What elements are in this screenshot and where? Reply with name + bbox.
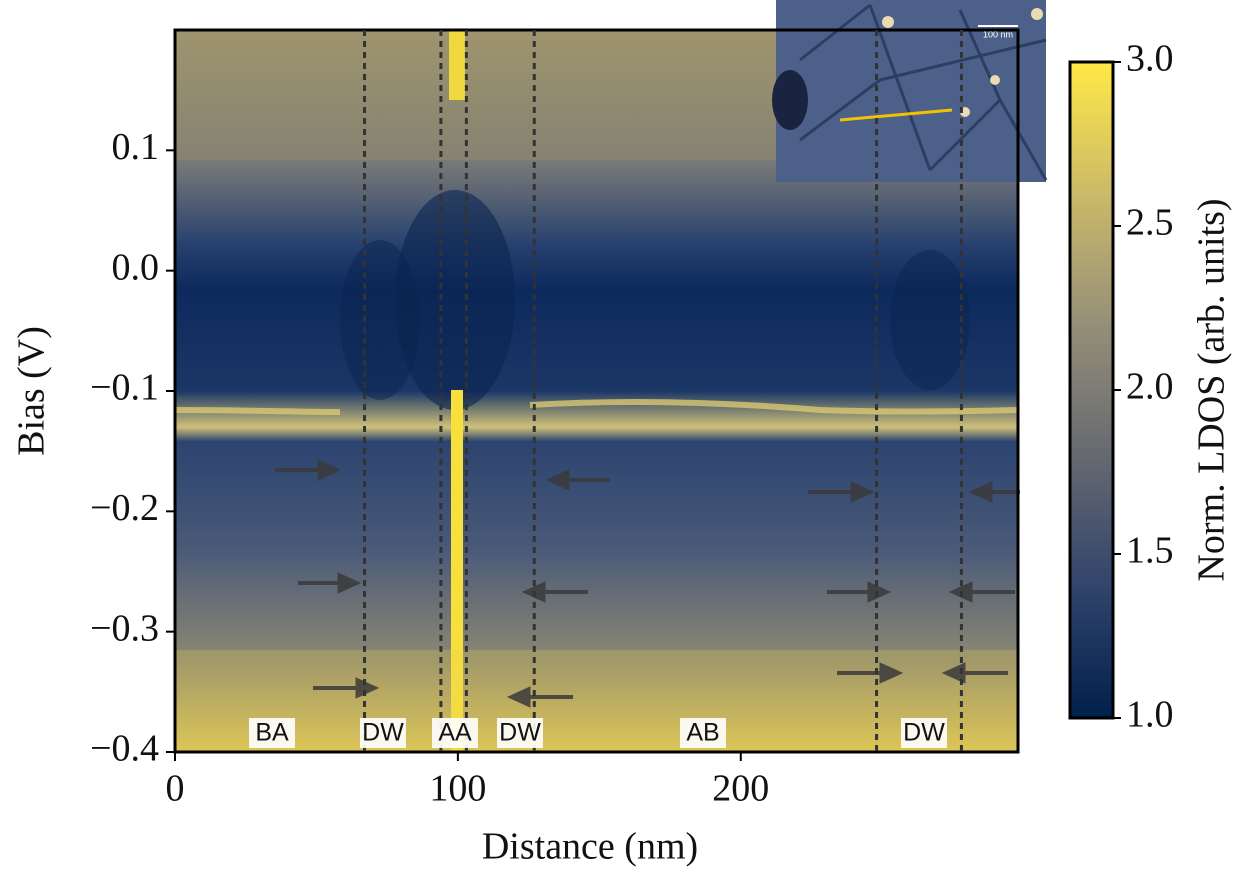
arrow-head — [545, 469, 570, 491]
region-label: AB — [686, 719, 719, 747]
y-tick-label: −0.3 — [90, 607, 159, 649]
region-label: BA — [255, 719, 289, 747]
arrow-head — [867, 581, 892, 603]
x-axis-label: Distance (nm) — [482, 826, 698, 868]
region-label-box — [901, 718, 947, 748]
colorbar-tick-label: 2.0 — [1126, 366, 1174, 408]
scale-bar-label: 100 nm — [983, 29, 1013, 39]
arrow-head — [941, 662, 966, 684]
inset-features — [772, 3, 1048, 181]
y-axis-label: Bias (V) — [11, 326, 53, 456]
region-label-box — [432, 718, 478, 748]
arrow-head — [506, 686, 531, 708]
region-label: DW — [903, 719, 945, 747]
x-tick-label: 100 — [429, 768, 486, 810]
region-label-box — [497, 718, 543, 748]
arrow-head — [968, 481, 993, 503]
y-tick-label: 0.0 — [112, 246, 160, 288]
y-tick-label: −0.1 — [90, 367, 159, 409]
region-label-box — [680, 718, 726, 748]
region-label-box — [249, 718, 295, 748]
arrow-head — [337, 572, 362, 594]
colorbar-tick-label: 2.5 — [1126, 202, 1174, 244]
x-tick-label: 200 — [712, 768, 769, 810]
colorbar-label: Norm. LDOS (arb. units) — [1191, 198, 1233, 581]
x-tick-label: 0 — [166, 768, 185, 810]
arrow-head — [879, 662, 904, 684]
region-label-box — [360, 718, 406, 748]
y-tick-label: −0.2 — [90, 487, 159, 529]
region-label: DW — [362, 719, 404, 747]
colorbar-tick-label: 3.0 — [1126, 38, 1174, 80]
arrow-head — [355, 677, 380, 699]
inset-image — [776, 0, 1046, 182]
region-label: DW — [499, 719, 541, 747]
y-tick-label: −0.4 — [90, 728, 159, 770]
colorbar-tick-label: 1.0 — [1126, 694, 1174, 736]
colorbar — [1068, 60, 1115, 720]
region-label: AA — [438, 719, 472, 747]
colorbar-tick-label: 1.5 — [1126, 530, 1174, 572]
arrow-head — [317, 459, 342, 481]
y-tick-label: 0.1 — [112, 126, 160, 168]
arrow-head — [850, 481, 875, 503]
inset-profile-line — [839, 108, 953, 122]
